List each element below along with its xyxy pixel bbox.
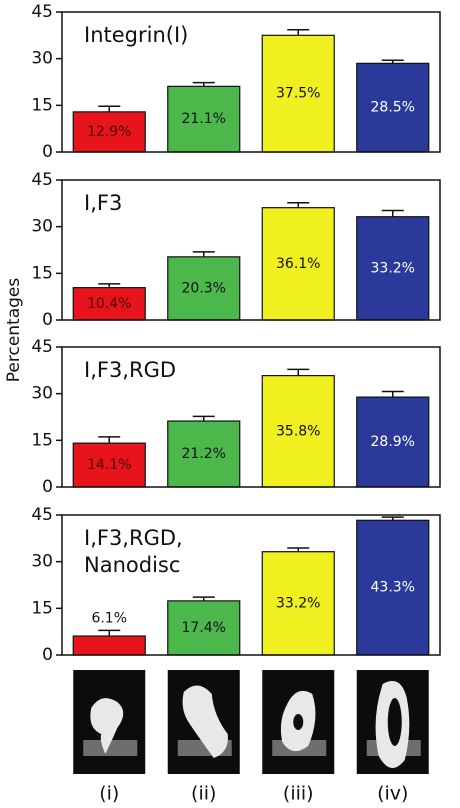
panel-title: Nanodisc: [84, 553, 180, 577]
value-label: 35.8%: [276, 423, 320, 439]
bar: [356, 62, 430, 153]
structure-image: [356, 670, 429, 774]
error-bar: [192, 596, 215, 601]
x-tick-label: (ii): [191, 783, 216, 805]
y-tick-label: 30: [31, 49, 53, 69]
x-tick-label: (iii): [283, 783, 314, 805]
density-map: [182, 685, 228, 758]
y-tick-label: 0: [42, 477, 53, 497]
value-label: 21.1%: [182, 111, 226, 127]
y-tick-label: 45: [31, 2, 53, 22]
y-tick-label: 0: [42, 142, 53, 162]
value-label: 43.3%: [371, 580, 415, 596]
bar: [72, 442, 146, 488]
error-bar: [98, 436, 121, 444]
y-tick-label: 30: [31, 384, 53, 404]
value-label: 37.5%: [276, 86, 320, 102]
error-bar: [192, 415, 215, 422]
structure-image: [167, 670, 240, 774]
error-bar: [98, 629, 121, 637]
axes-frame: [61, 179, 441, 321]
bar: [72, 635, 146, 656]
y-tick-label: 45: [31, 170, 53, 190]
axes-frame: [61, 346, 441, 488]
value-label: 14.1%: [87, 457, 131, 473]
bar: [167, 85, 241, 153]
bar: [261, 207, 335, 321]
bar: [261, 551, 335, 656]
bar: [167, 420, 241, 488]
bar: [261, 375, 335, 488]
error-bar: [98, 105, 121, 112]
value-label: 10.4%: [87, 296, 131, 312]
error-bar: [381, 390, 404, 398]
value-label: 20.3%: [182, 280, 226, 296]
value-label: 28.9%: [371, 434, 415, 450]
y-tick-label: 15: [31, 430, 53, 450]
y-tick-label: 15: [31, 598, 53, 618]
axes-frame: [61, 514, 441, 656]
density-map: [90, 698, 124, 754]
y-tick-label: 0: [42, 310, 53, 330]
panel-title: I,F3,RGD,: [84, 526, 183, 550]
y-tick-label: 15: [31, 95, 53, 115]
value-label: 21.2%: [182, 446, 226, 462]
error-bar: [287, 201, 310, 208]
y-tick-label: 30: [31, 217, 53, 237]
bar: [72, 111, 146, 153]
error-bar: [98, 283, 121, 288]
y-tick-label: 45: [31, 505, 53, 525]
bar: [261, 34, 335, 153]
x-tick-label: (i): [99, 783, 119, 805]
error-bar: [192, 251, 215, 257]
bar: [356, 216, 430, 321]
y-tick-label: 45: [31, 337, 53, 357]
error-bar: [287, 547, 310, 552]
slab: [83, 740, 138, 756]
error-bar: [381, 209, 404, 217]
panel-title: Integrin(I): [84, 23, 188, 47]
error-bar: [192, 81, 215, 87]
error-bar: [287, 28, 310, 36]
value-label: 33.2%: [371, 260, 415, 276]
panel-title: I,F3,RGD: [84, 358, 176, 382]
y-axis-label: Percentages: [4, 278, 24, 383]
error-bar: [287, 368, 310, 376]
value-label: 12.9%: [87, 124, 131, 140]
value-label: 36.1%: [276, 256, 320, 272]
value-label: 6.1%: [91, 610, 127, 626]
axes-frame: [61, 11, 441, 153]
structure-image: [73, 670, 146, 774]
error-bar: [381, 59, 404, 64]
value-label: 17.4%: [182, 620, 226, 636]
y-tick-label: 0: [42, 645, 53, 665]
bar: [356, 396, 430, 488]
panel-title: I,F3: [84, 191, 122, 215]
error-bar: [381, 516, 404, 521]
value-label: 33.2%: [276, 595, 320, 611]
density-hole: [293, 714, 304, 730]
value-label: 28.5%: [371, 100, 415, 116]
bar: [356, 519, 430, 656]
x-tick-label: (iv): [377, 783, 408, 805]
y-tick-label: 15: [31, 263, 53, 283]
y-tick-label: 30: [31, 552, 53, 572]
structure-image: [262, 670, 335, 774]
density-hole: [387, 698, 402, 746]
